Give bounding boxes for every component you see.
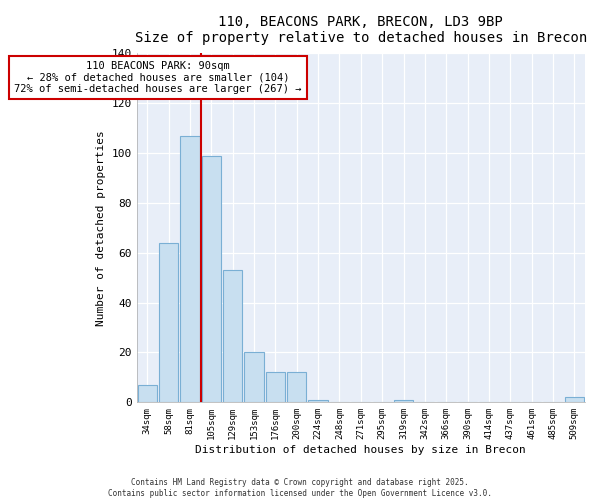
Text: Contains HM Land Registry data © Crown copyright and database right 2025.
Contai: Contains HM Land Registry data © Crown c… [108, 478, 492, 498]
Bar [308, 400, 328, 402]
Bar [159, 243, 178, 402]
Bar [266, 372, 285, 402]
Bar [287, 372, 307, 402]
Bar [244, 352, 263, 403]
Bar [202, 156, 221, 402]
Y-axis label: Number of detached properties: Number of detached properties [96, 130, 106, 326]
Bar [565, 398, 584, 402]
X-axis label: Distribution of detached houses by size in Brecon: Distribution of detached houses by size … [196, 445, 526, 455]
Bar [394, 400, 413, 402]
Bar [181, 136, 200, 402]
Bar [137, 385, 157, 402]
Text: 110 BEACONS PARK: 90sqm
← 28% of detached houses are smaller (104)
72% of semi-d: 110 BEACONS PARK: 90sqm ← 28% of detache… [14, 61, 302, 94]
Title: 110, BEACONS PARK, BRECON, LD3 9BP
Size of property relative to detached houses : 110, BEACONS PARK, BRECON, LD3 9BP Size … [134, 15, 587, 45]
Bar [223, 270, 242, 402]
